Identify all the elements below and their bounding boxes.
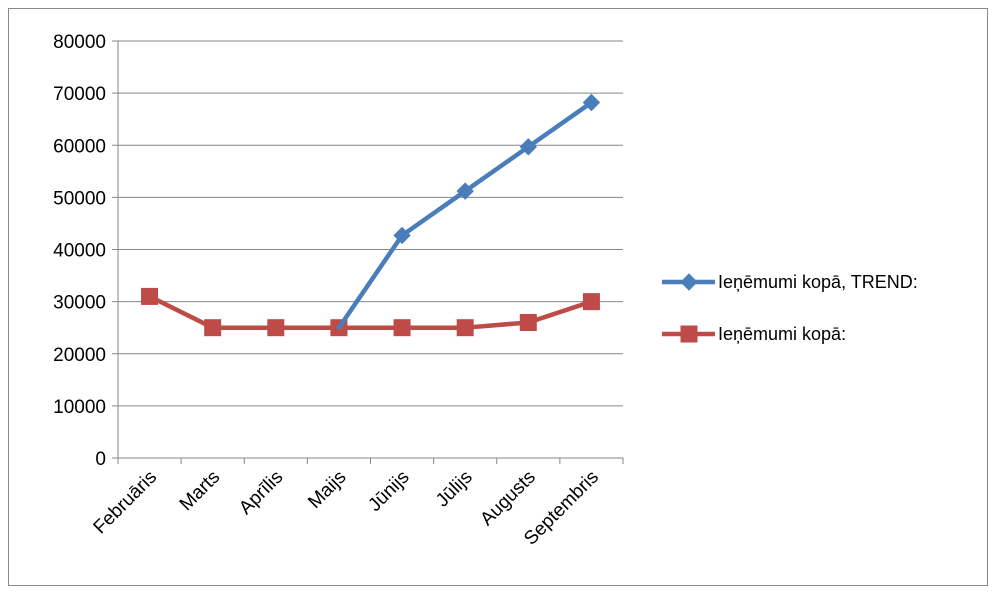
y-tick-label: 80000	[53, 32, 106, 53]
data-point	[393, 319, 411, 337]
data-point	[267, 319, 285, 337]
y-tick-label: 0	[95, 449, 106, 470]
legend-label: Ieņēmumi kopā:	[718, 324, 846, 344]
y-tick-label: 10000	[53, 397, 106, 418]
x-tick-label: Maijs	[304, 467, 350, 513]
x-tick-label: Jūlijs	[432, 467, 477, 512]
legend-marker	[680, 325, 698, 343]
legend-label: Ieņēmumi kopā, TREND:	[718, 272, 918, 292]
x-tick-label: Jūnijs	[364, 467, 413, 516]
y-tick-label: 30000	[53, 293, 106, 314]
y-tick-label: 40000	[53, 241, 106, 262]
data-point	[393, 226, 411, 245]
data-point	[204, 319, 222, 337]
legend-entry: Ieņēmumi kopā, TREND:	[662, 272, 918, 292]
y-tick-label: 50000	[53, 188, 106, 209]
data-point	[141, 287, 159, 305]
series-line	[336, 100, 594, 330]
chart-frame	[8, 8, 988, 586]
series-layer	[141, 93, 601, 337]
legend-entry: Ieņēmumi kopā:	[662, 324, 846, 344]
y-tick-label: 70000	[53, 84, 106, 105]
x-tick-label: Augusts	[476, 467, 539, 530]
x-tick-label: Aprīlis	[235, 467, 287, 519]
data-point	[582, 293, 600, 311]
x-tick-labels: Februāris Marts Aprīlis Maijs Jūnijs Jūlijs Au…	[90, 467, 603, 550]
y-tick-label: 60000	[53, 136, 106, 157]
data-point	[519, 138, 538, 156]
legend: Ieņēmumi kopā, TREND: Ieņēmumi kopā:	[662, 272, 918, 344]
data-point	[519, 313, 537, 331]
x-tick-label: Februāris	[90, 467, 162, 539]
series-2	[141, 287, 600, 337]
y-tick-label: 20000	[53, 345, 106, 366]
series-1	[336, 93, 601, 330]
y-tick-labels: 0 10000 20000 30000 40000 50000 60000 70000 8000…	[53, 32, 106, 470]
gridlines	[118, 40, 623, 407]
x-tick-label: Marts	[176, 467, 224, 515]
data-point	[456, 319, 474, 337]
data-point	[456, 182, 474, 200]
legend-marker	[680, 273, 698, 291]
series-line	[147, 294, 594, 330]
axes	[112, 40, 624, 464]
data-point	[582, 93, 601, 112]
